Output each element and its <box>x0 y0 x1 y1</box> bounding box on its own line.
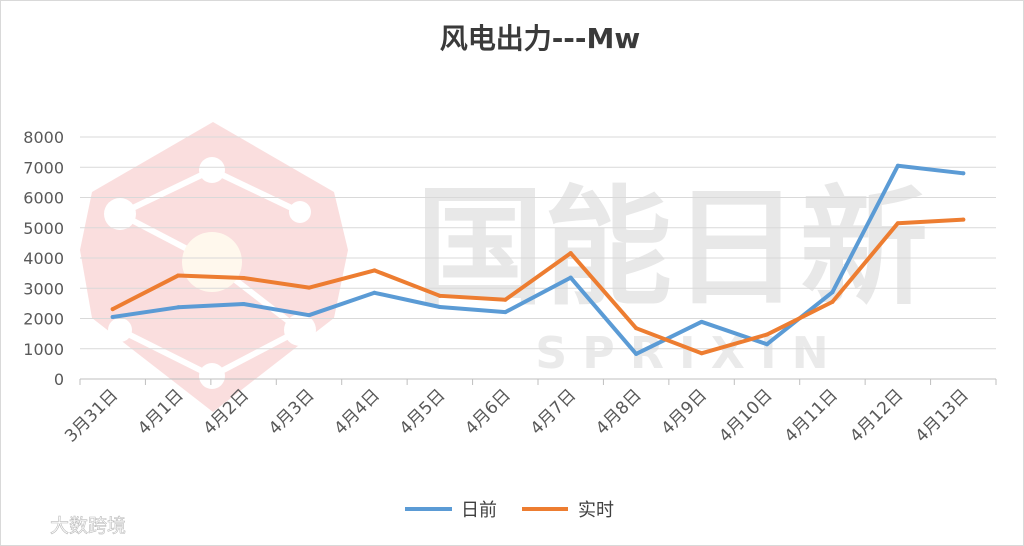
watermark-brand-en: S P R I X I N <box>535 328 828 379</box>
x-tick-label: 4月13日 <box>912 385 973 446</box>
series-1-point <box>437 293 442 298</box>
x-tick-label: 4月8日 <box>592 385 645 438</box>
series-0-point <box>568 275 573 280</box>
weibo-icon <box>9 515 29 535</box>
legend-label-ss: 实时 <box>578 500 614 521</box>
y-tick-label: 8000 <box>23 128 64 147</box>
y-tick-label: 3000 <box>23 279 64 298</box>
x-tick-label: 4月4日 <box>330 385 383 438</box>
series-0-point <box>241 301 246 306</box>
series-1-point <box>568 251 573 256</box>
series-1-point <box>241 275 246 280</box>
series-0-point <box>961 171 966 176</box>
series-1-point <box>634 326 639 331</box>
series-1-point <box>307 285 311 290</box>
x-tick-label: 4月1日 <box>134 385 187 438</box>
series-1-point <box>503 297 508 302</box>
series-1-point <box>110 307 115 312</box>
y-tick-label: 2000 <box>23 310 64 329</box>
series-0-point <box>895 163 900 168</box>
series-0-point <box>765 342 769 347</box>
x-tick-label: 4月10日 <box>715 385 776 446</box>
y-tick-label: 7000 <box>23 158 64 177</box>
series-line-0 <box>110 163 966 356</box>
chart-title: 风电出力---Mw <box>440 22 641 55</box>
series-1-point <box>830 299 835 304</box>
series-0-point <box>830 290 835 295</box>
series-0-point <box>176 305 181 310</box>
x-tick-label: 3月31日 <box>61 385 122 446</box>
y-tick-label: 6000 <box>23 189 64 208</box>
series-1-point <box>765 332 769 337</box>
series-0-point <box>634 351 639 356</box>
x-tick-label: 4月5日 <box>396 385 449 438</box>
series-line-1 <box>110 217 966 356</box>
series-lines <box>110 163 966 356</box>
series-1-point <box>176 273 181 278</box>
x-tick-label: 4月7日 <box>527 385 580 438</box>
series-1-point <box>372 268 377 273</box>
y-tick-label: 1000 <box>23 340 64 359</box>
series-0-point <box>503 310 508 315</box>
series-1-point <box>961 217 966 222</box>
series-0-point <box>372 290 377 295</box>
y-tick-label: 4000 <box>23 249 64 268</box>
x-tick-label: 4月11日 <box>781 385 842 446</box>
x-tick-label: 4月12日 <box>846 385 907 446</box>
series-0-point <box>307 313 311 318</box>
y-axis-ticks: 8000 7000 6000 5000 4000 3000 2000 1000 0 <box>23 128 64 389</box>
series-0-point <box>699 319 704 324</box>
source-label: 大数跨境 <box>50 515 126 537</box>
x-tick-label: 4月3日 <box>265 385 318 438</box>
grid-lines <box>80 136 996 380</box>
x-tick-label: 4月9日 <box>658 385 711 438</box>
series-1-point <box>895 221 900 226</box>
series-0-point <box>110 314 115 319</box>
watermark-logo <box>80 122 348 412</box>
legend-label-rq: 日前 <box>461 500 497 521</box>
y-tick-label: 5000 <box>23 219 64 238</box>
x-tick-label: 4月6日 <box>461 385 514 438</box>
series-1-point <box>699 351 704 356</box>
series-0-point <box>437 305 442 310</box>
source-watermark: 大数跨境 <box>9 515 126 537</box>
legend: 日前 实时 <box>405 500 614 521</box>
y-tick-label: 0 <box>54 370 64 389</box>
